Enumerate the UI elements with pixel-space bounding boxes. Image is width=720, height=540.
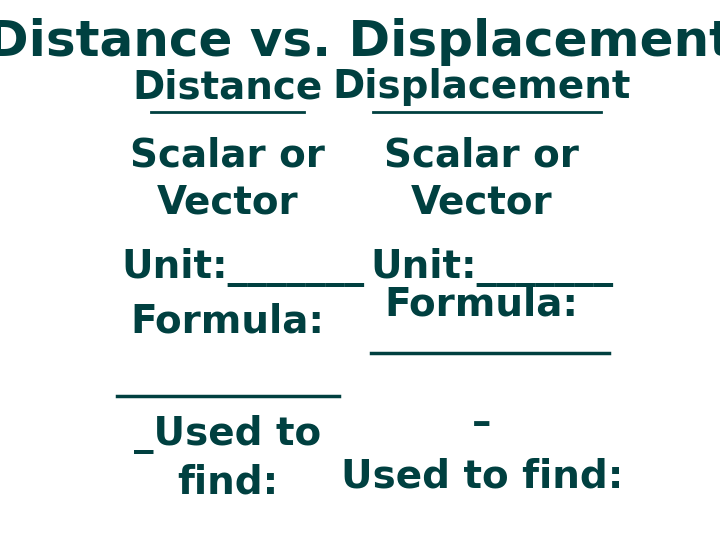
Text: Distance vs. Displacement: Distance vs. Displacement: [0, 17, 720, 65]
Text: Formula:: Formula:: [384, 286, 579, 324]
Text: –: –: [472, 404, 492, 442]
Text: Formula:: Formula:: [131, 302, 325, 340]
Text: Unit:_______: Unit:_______: [371, 248, 613, 287]
Text: Used to find:: Used to find:: [341, 458, 623, 496]
Text: Scalar or
Vector: Scalar or Vector: [384, 136, 579, 221]
Text: Distance: Distance: [132, 69, 323, 106]
Text: Unit:_______: Unit:_______: [122, 248, 365, 287]
Text: Displacement: Displacement: [333, 69, 631, 106]
Text: _Used to
find:: _Used to find:: [134, 415, 321, 501]
Text: Scalar or
Vector: Scalar or Vector: [130, 136, 325, 221]
